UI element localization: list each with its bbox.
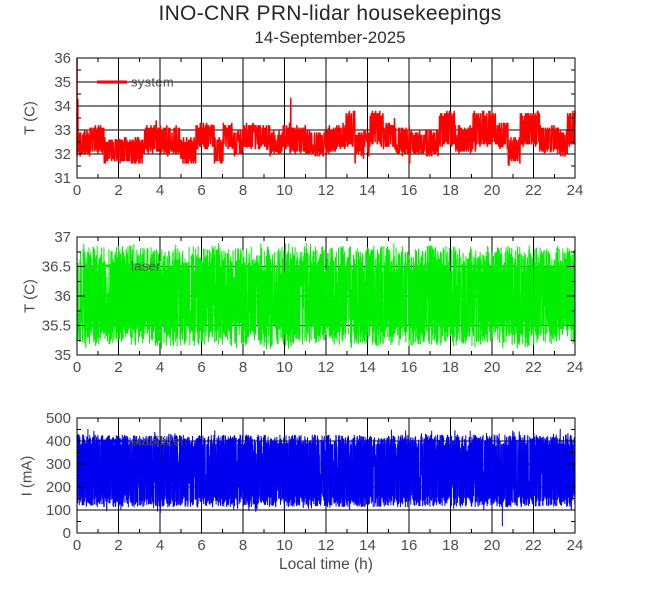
y-tick-label: 300	[46, 456, 71, 473]
x-tick-label: 14	[359, 537, 376, 554]
x-tick-label: 20	[484, 182, 501, 199]
y-tick-label: 35	[54, 347, 71, 364]
x-tick-label: 18	[442, 182, 459, 199]
y-tick-label: 400	[46, 433, 71, 450]
data-trace-system	[76, 58, 576, 167]
x-tick-label: 14	[359, 182, 376, 199]
x-tick-label: 16	[401, 537, 418, 554]
x-tick-label: 12	[318, 537, 335, 554]
y-tick-label: 34	[54, 98, 71, 115]
x-tick-label: 10	[276, 359, 293, 376]
x-tick-label: 22	[525, 359, 542, 376]
y-tick-label: 33	[54, 122, 71, 139]
legend-label-stabilizer: stabilizer	[131, 433, 186, 449]
y-tick-label: 100	[46, 502, 71, 519]
x-tick-label: 10	[276, 537, 293, 554]
data-trace-laser	[76, 242, 576, 349]
legend-line-system	[97, 80, 127, 84]
x-tick-label: 18	[442, 359, 459, 376]
x-tick-label: 16	[401, 182, 418, 199]
x-tick-label: 12	[318, 359, 335, 376]
y-tick-label: 31	[54, 170, 71, 187]
x-tick-label: 24	[567, 537, 584, 554]
y-tick-label: 0	[63, 525, 71, 542]
x-tick-label: 8	[239, 182, 247, 199]
page-title: INO-CNR PRN-lidar housekeepings	[158, 2, 502, 25]
x-tick-label: 8	[239, 359, 247, 376]
legend-line-laser	[97, 264, 127, 268]
x-tick-label: 4	[156, 182, 164, 199]
x-tick-label: 12	[318, 182, 335, 199]
y-axis-title-stabilizer: I (mA)	[18, 455, 36, 497]
y-axis-title-laser: T (C)	[21, 279, 39, 313]
y-tick-label: 37	[54, 229, 71, 246]
x-tick-label: 20	[484, 537, 501, 554]
x-tick-label: 6	[197, 182, 205, 199]
x-tick-label: 14	[359, 359, 376, 376]
x-tick-label: 0	[73, 537, 81, 554]
x-tick-label: 4	[156, 537, 164, 554]
legend-label-laser: laser	[131, 258, 161, 274]
y-tick-label: 200	[46, 479, 71, 496]
x-tick-label: 2	[114, 359, 122, 376]
x-tick-label: 20	[484, 359, 501, 376]
legend-label-system: system	[131, 74, 174, 90]
x-tick-label: 4	[156, 359, 164, 376]
x-tick-label: 6	[197, 537, 205, 554]
x-tick-label: 0	[73, 182, 81, 199]
x-tick-label: 22	[525, 537, 542, 554]
x-tick-label: 24	[567, 359, 584, 376]
legend-line-stabilizer	[97, 439, 127, 443]
x-tick-label: 16	[401, 359, 418, 376]
x-tick-label: 0	[73, 359, 81, 376]
x-tick-label: 18	[442, 537, 459, 554]
x-axis-title: Local time (h)	[279, 556, 373, 573]
x-tick-label: 24	[567, 182, 584, 199]
y-tick-label: 35	[54, 74, 71, 91]
y-tick-label: 36	[54, 288, 71, 305]
x-tick-label: 22	[525, 182, 542, 199]
y-tick-label: 500	[46, 410, 71, 427]
data-trace-stabilizer	[76, 428, 576, 527]
chart-subtitle-date: 14-September-2025	[254, 28, 406, 47]
x-tick-label: 8	[239, 537, 247, 554]
y-tick-label: 36.5	[42, 259, 71, 276]
y-tick-label: 32	[54, 146, 71, 163]
x-tick-label: 6	[197, 359, 205, 376]
y-tick-label: 35.5	[42, 318, 71, 335]
y-axis-title-system: T (C)	[21, 101, 39, 135]
x-tick-label: 2	[114, 537, 122, 554]
x-tick-label: 2	[114, 182, 122, 199]
x-tick-label: 10	[276, 182, 293, 199]
y-tick-label: 36	[54, 50, 71, 67]
